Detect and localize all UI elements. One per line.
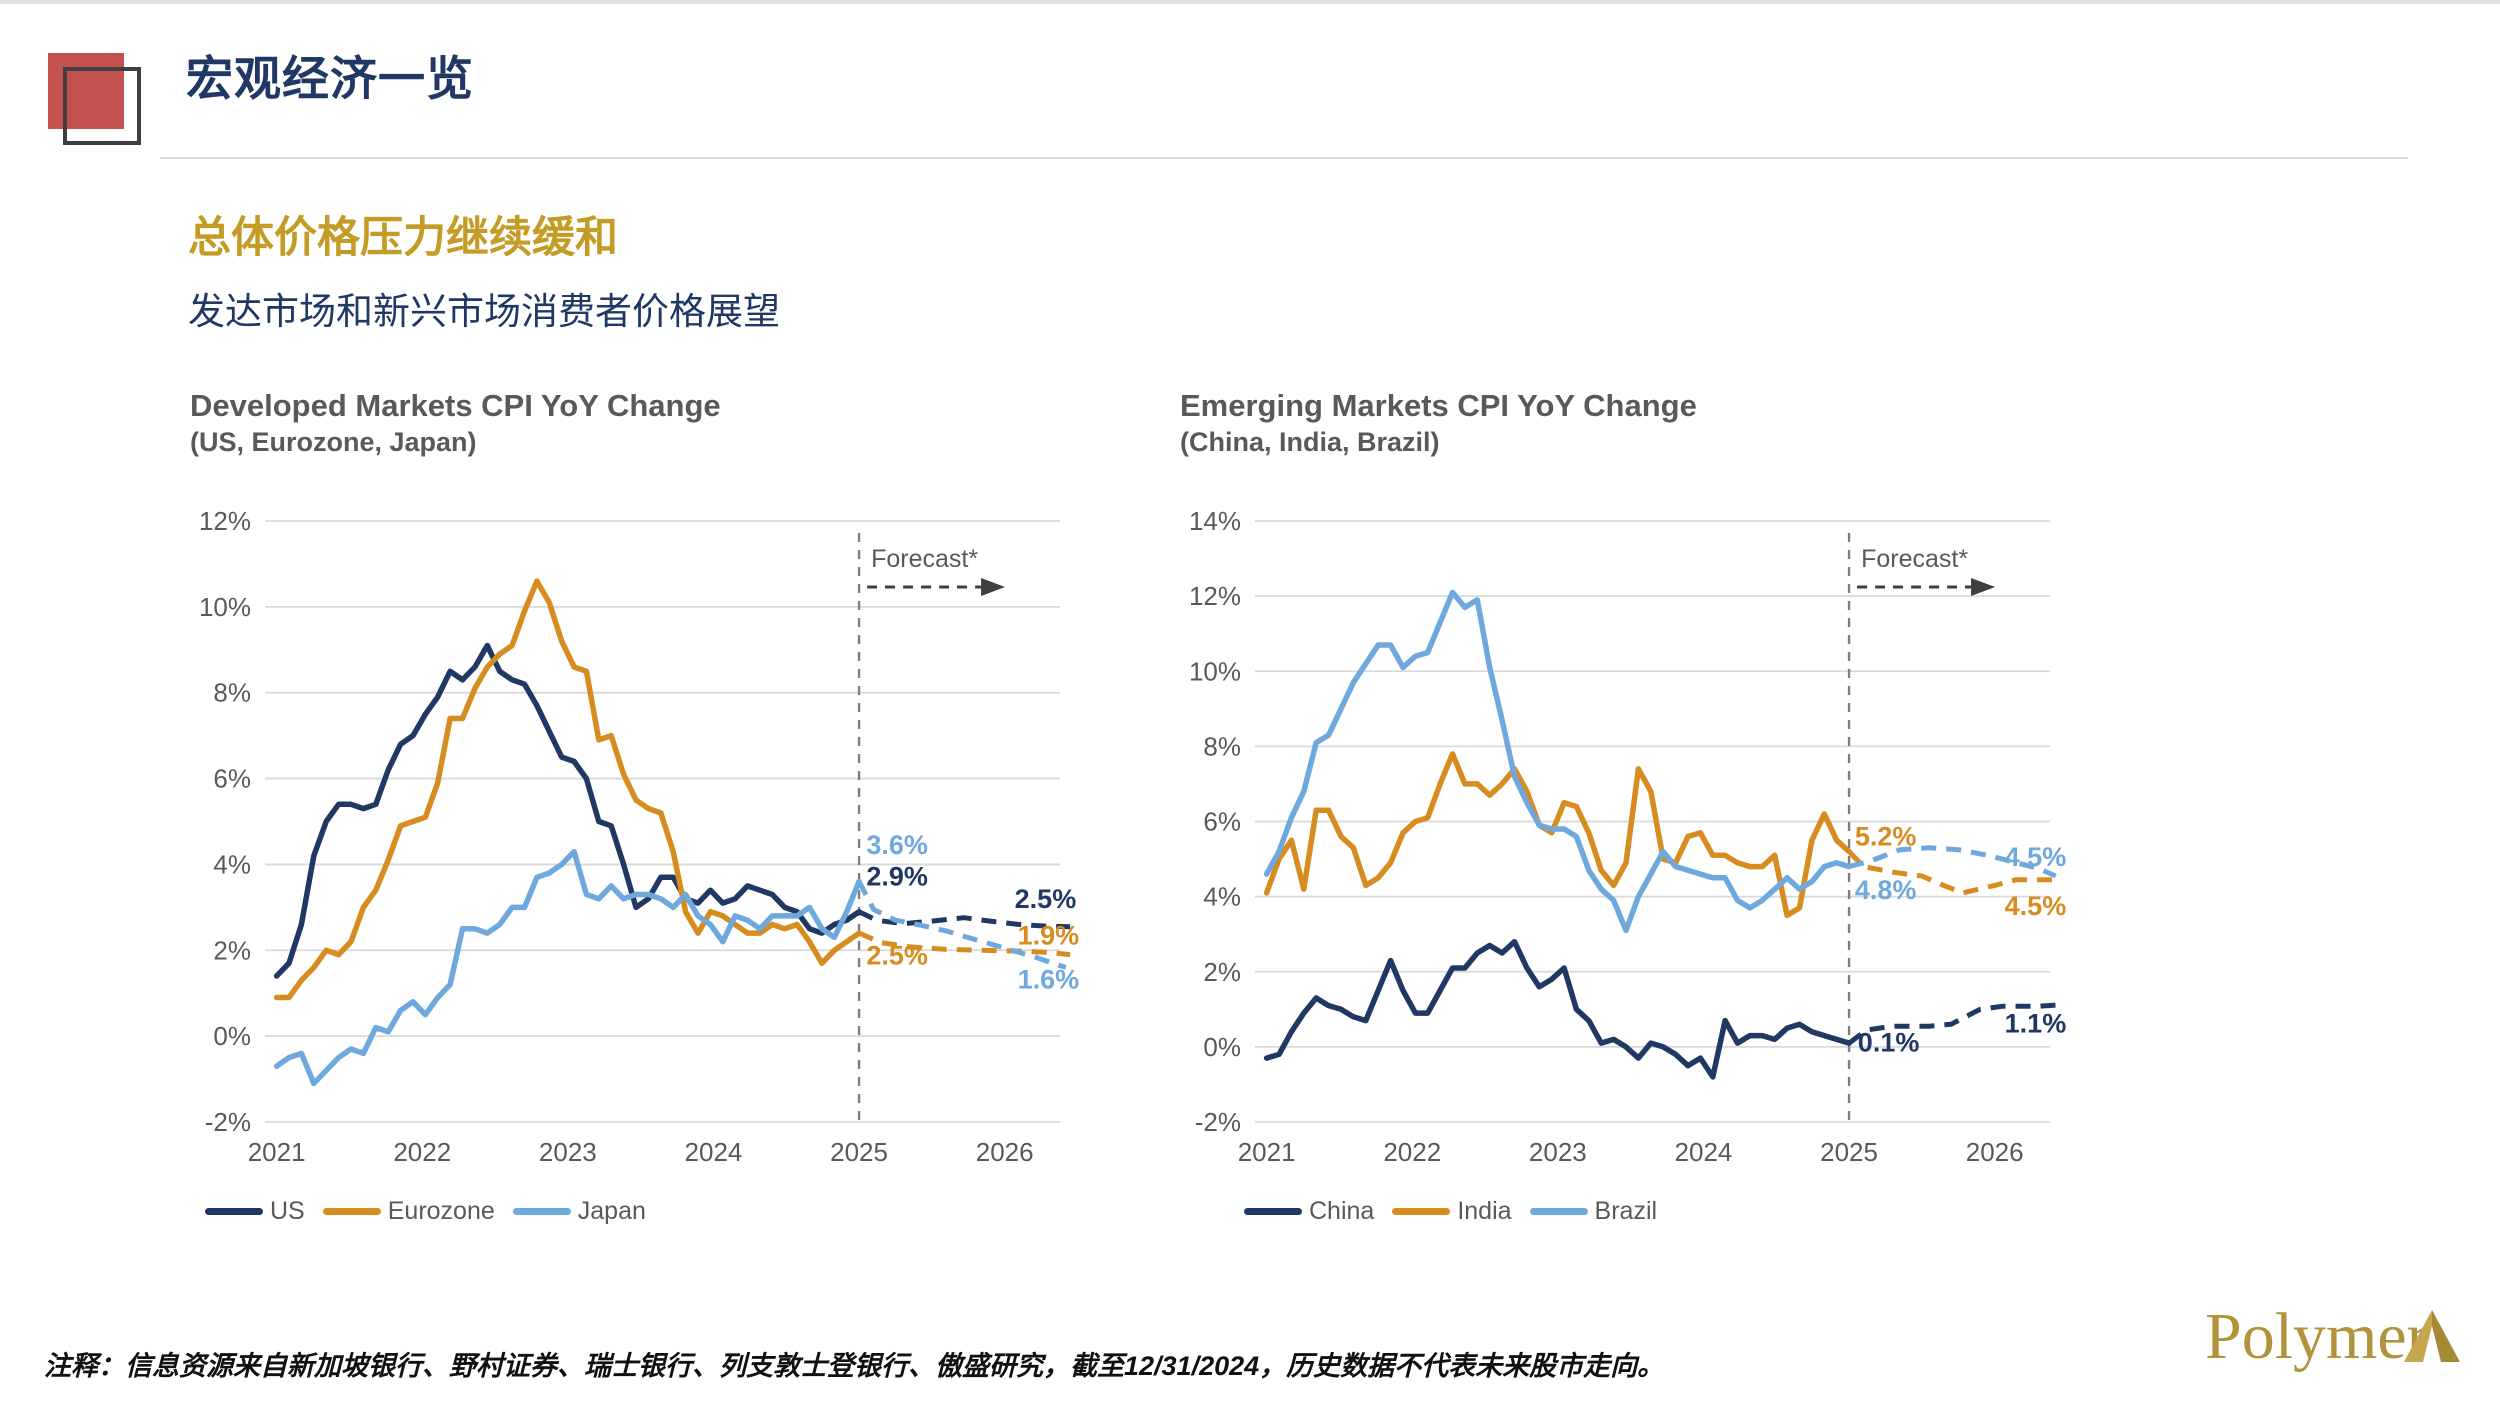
series-line-china <box>1263 938 1852 1080</box>
x-axis-tick-label: 2024 <box>685 1137 743 1167</box>
y-axis-tick-label: 0% <box>1203 1032 1241 1062</box>
legend-label-eurozone: Eurozone <box>387 1197 495 1225</box>
legend-swatch-japan <box>512 1208 571 1215</box>
x-axis-tick-label: 2021 <box>248 1137 306 1167</box>
series-line-us <box>273 642 862 979</box>
legend-item-eurozone: Eurozone <box>322 1197 495 1226</box>
x-axis-tick-label: 2021 <box>1238 1137 1296 1167</box>
legend-label-japan: Japan <box>577 1197 646 1225</box>
legend-swatch-brazil <box>1529 1208 1588 1215</box>
legend-swatch-us <box>205 1208 263 1215</box>
y-axis-tick-label: 2% <box>213 935 251 965</box>
data-label-china: 0.1% <box>1858 1027 1920 1057</box>
x-axis-tick-label: 2026 <box>1966 1137 2024 1167</box>
data-label-india: 4.5% <box>2005 891 2067 921</box>
forecast-line-india <box>1847 849 2056 896</box>
data-label-india: 5.2% <box>1855 822 1917 852</box>
data-label-eurozone: 1.9% <box>1018 920 1080 950</box>
header-divider <box>160 157 2408 159</box>
data-label-us: 2.9% <box>866 861 928 891</box>
series-line-eurozone <box>273 578 862 1001</box>
legend-emerging-markets: China India Brazil <box>1244 1197 1657 1226</box>
y-axis-tick-label: 6% <box>213 764 251 794</box>
legend-developed-markets: US Eurozone Japan <box>205 1197 646 1226</box>
y-axis-tick-label: 14% <box>1189 506 1241 536</box>
x-axis-tick-label: 2022 <box>1383 1137 1441 1167</box>
x-axis-tick-label: 2024 <box>1675 1137 1733 1167</box>
y-axis-tick-label: 6% <box>1203 807 1241 837</box>
section-subheading: 发达市场和新兴市场消费者价格展望 <box>188 291 780 332</box>
legend-label-us: US <box>270 1197 305 1225</box>
legend-label-brazil: Brazil <box>1594 1197 1658 1225</box>
legend-swatch-eurozone <box>322 1208 381 1215</box>
x-axis-tick-label: 2025 <box>830 1137 888 1167</box>
forecast-line-china <box>1847 1002 2061 1046</box>
y-axis-tick-label: 4% <box>213 849 251 879</box>
y-axis-tick-label: -2% <box>1195 1107 1241 1137</box>
data-label-brazil: 4.5% <box>2005 842 2067 872</box>
forecast-label: Forecast* <box>871 545 978 573</box>
legend-item-china: China <box>1244 1197 1374 1226</box>
polymer-logo-text: Polymer <box>2205 1300 2429 1373</box>
data-label-japan: 3.6% <box>866 830 928 860</box>
x-axis-tick-label: 2026 <box>976 1137 1034 1167</box>
logo-mark-red-square <box>48 53 124 129</box>
data-label-eurozone: 2.5% <box>866 940 928 970</box>
section-heading: 总体价格压力继续缓和 <box>188 214 618 262</box>
forecast-arrow-head <box>1971 578 1996 596</box>
series-line-japan <box>273 848 862 1087</box>
top-edge-strip <box>0 0 2500 4</box>
legend-item-brazil: Brazil <box>1529 1197 1658 1226</box>
y-axis-tick-label: 0% <box>213 1021 251 1051</box>
legend-item-us: US <box>205 1197 305 1226</box>
y-axis-tick-label: 4% <box>1203 882 1241 912</box>
x-axis-tick-label: 2023 <box>1529 1137 1587 1167</box>
y-axis-tick-label: 12% <box>1189 581 1241 611</box>
y-axis-tick-label: 8% <box>213 678 251 708</box>
forecast-line-japan <box>856 880 1067 970</box>
legend-item-japan: Japan <box>512 1197 646 1226</box>
chart-subtitle-emerging-markets: (China, India, Brazil) <box>1180 427 1440 457</box>
series-line-india <box>1263 751 1852 919</box>
x-axis-tick-label: 2025 <box>1820 1137 1878 1167</box>
series-line-brazil <box>1263 589 1852 934</box>
forecast-line-us <box>858 909 1071 930</box>
legend-swatch-china <box>1244 1208 1302 1215</box>
legend-label-china: China <box>1309 1197 1375 1225</box>
legend-item-india: India <box>1392 1197 1512 1226</box>
chart-title-developed-markets: Developed Markets CPI YoY Change <box>190 388 721 423</box>
chart-title-emerging-markets: Emerging Markets CPI YoY Change <box>1180 388 1697 423</box>
forecast-arrow-head <box>981 578 1006 596</box>
data-label-china: 1.1% <box>2005 1009 2067 1039</box>
data-label-us: 2.5% <box>1015 884 1077 914</box>
x-axis-tick-label: 2022 <box>393 1137 451 1167</box>
y-axis-tick-label: 12% <box>199 506 251 536</box>
logo-mark-outline-square <box>63 67 141 145</box>
legend-swatch-india <box>1392 1208 1451 1215</box>
emerging-markets-cpi-chart: 14% 12% 10% 8% 6% 4% 2% 0% -2%2021 2022 2023 2024 20… <box>1189 506 2067 1167</box>
forecast-line-brazil <box>1848 845 2057 879</box>
y-axis-tick-label: 10% <box>199 592 251 622</box>
y-axis-tick-label: 8% <box>1203 731 1241 761</box>
polymer-lambda-icon <box>2404 1310 2460 1362</box>
y-axis-tick-label: 10% <box>1189 656 1241 686</box>
legend-label-india: India <box>1457 1197 1512 1225</box>
forecast-line-eurozone <box>858 930 1071 958</box>
forecast-label: Forecast* <box>1861 545 1968 573</box>
y-axis-tick-label: -2% <box>205 1107 251 1137</box>
developed-markets-cpi-chart: 12% 10% 8% 6% 4% 2% 0% -2%2021 2022 2023 2024 2025 2… <box>199 506 1080 1167</box>
page-title: 宏观经济一览 <box>186 52 474 105</box>
x-axis-tick-label: 2023 <box>539 1137 597 1167</box>
footnote: 注释：信息资源来自新加坡银行、野村证券、瑞士银行、列支敦士登银行、傲盛研究，截至… <box>44 1351 1665 1381</box>
y-axis-tick-label: 2% <box>1203 957 1241 987</box>
chart-subtitle-developed-markets: (US, Eurozone, Japan) <box>190 427 477 457</box>
data-label-japan: 1.6% <box>1018 964 1080 994</box>
data-label-brazil: 4.8% <box>1855 875 1917 905</box>
